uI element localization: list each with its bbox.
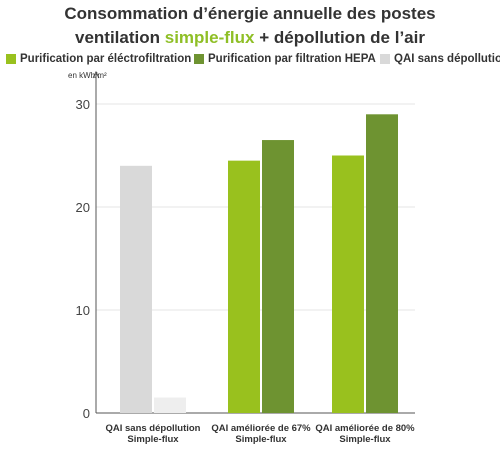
y-tick-label: 20 xyxy=(76,200,90,215)
chart-legend: Purification par éléctrofiltration Purif… xyxy=(6,53,500,69)
x-category-label: Simple-flux xyxy=(235,434,287,445)
legend-swatch xyxy=(380,54,390,64)
bar xyxy=(332,155,364,413)
y-tick-label: 0 xyxy=(83,406,90,421)
x-category-label: Simple-flux xyxy=(127,434,179,445)
bar xyxy=(120,165,152,413)
legend-label: Purification par éléctrofiltration xyxy=(20,53,192,65)
bar xyxy=(154,397,186,413)
y-tick-label: 10 xyxy=(76,303,90,318)
title-line-2: ventilation simple-flux + dépollution de… xyxy=(0,26,500,50)
title-line-1: Consommation d’énergie annuelle des post… xyxy=(64,4,436,23)
x-category-label: QAI améliorée de 67% xyxy=(211,423,311,434)
title-highlight: simple-flux xyxy=(164,28,255,47)
x-category-label: QAI améliorée de 80% xyxy=(315,423,415,434)
x-category-label: Simple-flux xyxy=(339,434,391,445)
title-line-2-pre: ventilation xyxy=(75,28,165,47)
bar xyxy=(366,114,398,414)
y-axis-arrow xyxy=(92,70,100,79)
legend-swatch xyxy=(194,54,204,64)
y-axis-unit-label: en kWh/m² xyxy=(68,71,107,80)
y-tick-label: 30 xyxy=(76,97,90,112)
legend-label: QAI sans dépollution xyxy=(394,53,500,65)
chart-title: Consommation d’énergie annuelle des post… xyxy=(0,2,500,50)
legend-item-qai-sans: QAI sans dépollution xyxy=(380,53,500,65)
bar xyxy=(228,160,260,413)
legend-swatch xyxy=(6,54,16,64)
x-category-label: QAI sans dépollution xyxy=(105,423,200,434)
legend-item-electrofiltration: Purification par éléctrofiltration xyxy=(6,53,191,65)
legend-label: Purification par filtration HEPA xyxy=(208,53,376,65)
title-line-2-post: + dépollution de l’air xyxy=(254,28,425,47)
legend-item-hepa: Purification par filtration HEPA xyxy=(194,53,376,65)
bar xyxy=(262,140,294,414)
